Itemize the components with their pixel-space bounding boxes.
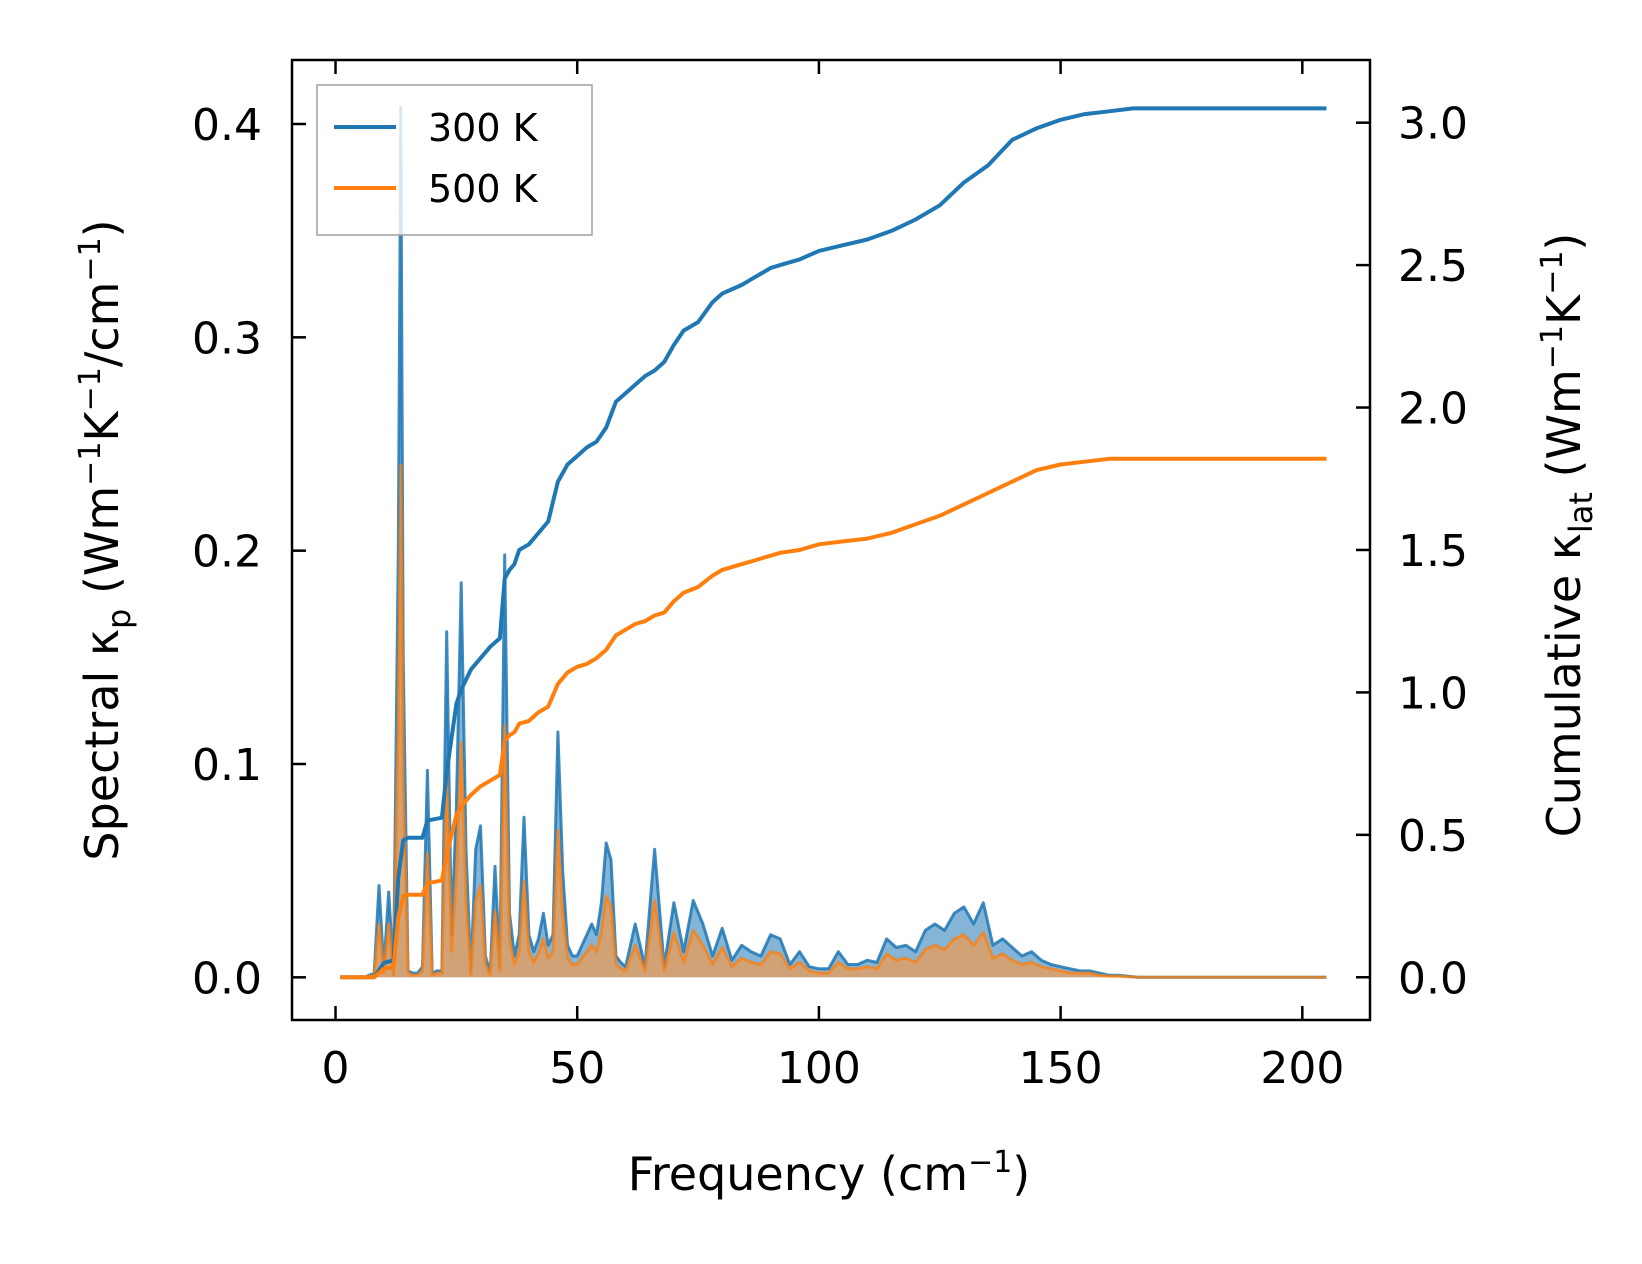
legend-box	[316, 84, 593, 236]
right-y-tick-label: 2.0	[1398, 384, 1468, 435]
left-y-axis-title: Spectral κp (Wm−1K−1/cm−1)	[73, 219, 138, 860]
left-y-tick-label: 0.3	[192, 313, 262, 364]
plot-frame	[290, 58, 1372, 1022]
left-y-tick-label: 0.1	[192, 740, 262, 791]
cumulative-line-500k	[340, 456, 1327, 980]
x-axis-ticks: 0 50 100 150 200	[322, 60, 1344, 1094]
right-y-tick-label: 0.0	[1398, 953, 1468, 1004]
plot-area	[340, 105, 1327, 980]
left-y-tick-label: 0.0	[192, 953, 262, 1004]
x-tick-label: 150	[1019, 1043, 1103, 1094]
right-y-tick-label: 1.0	[1398, 668, 1468, 719]
right-y-tick-label: 3.0	[1398, 99, 1468, 150]
x-tick-label: 200	[1260, 1043, 1344, 1094]
right-y-tick-label: 2.5	[1398, 241, 1468, 292]
left-y-tick-label: 0.2	[192, 527, 262, 578]
cumulative-line-300k	[340, 106, 1327, 980]
right-y-tick-label: 1.5	[1398, 526, 1468, 577]
right-y-tick-label: 0.5	[1398, 811, 1468, 862]
spectral-fills	[340, 105, 1327, 979]
left-y-axis-ticks: 0.0 0.1 0.2 0.3 0.4	[192, 100, 306, 1004]
legend-label-500k: 500 K	[428, 167, 539, 211]
legend-label-300k: 300 K	[428, 106, 539, 150]
x-tick-label: 0	[322, 1043, 350, 1094]
right-y-axis-ticks: 0.0 0.5 1.0 1.5 2.0 2.5 3.0	[1356, 99, 1468, 1004]
legend: 300 K 500 K	[316, 84, 593, 236]
x-tick-label: 50	[549, 1043, 605, 1094]
x-tick-label: 100	[777, 1043, 861, 1094]
left-y-tick-label: 0.4	[192, 100, 262, 151]
spectral-line-500k	[340, 463, 1327, 979]
cumulative-lines	[340, 106, 1327, 980]
x-axis-title: Frequency (cm−1)	[628, 1145, 1031, 1201]
right-y-axis-title: Cumulative κlat (Wm−1K−1)	[1535, 233, 1600, 838]
